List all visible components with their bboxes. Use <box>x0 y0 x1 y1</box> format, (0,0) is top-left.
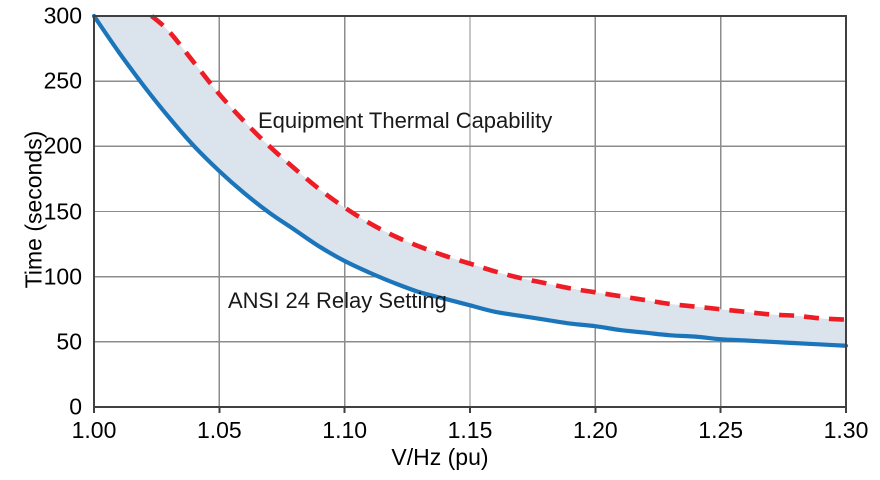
x-axis-tick-label: 1.05 <box>196 417 242 443</box>
equipment-thermal-capability-curve <box>150 14 847 322</box>
y-axis-tick-label: 300 <box>43 2 82 29</box>
x-axis-tick-label: 1.30 <box>823 417 869 443</box>
x-axis-title: V/Hz (pu) <box>391 444 489 470</box>
relay-setting-label: ANSI 24 Relay Setting <box>228 288 447 313</box>
y-axis-tick-label: 250 <box>43 67 82 94</box>
y-axis-tick-label: 150 <box>43 198 82 224</box>
margin-band-fill <box>94 16 846 346</box>
y-axis-tick-label: 200 <box>43 132 82 159</box>
x-axis-tick-label: 1.00 <box>71 417 117 443</box>
y-axis-title: Time (seconds) <box>20 130 47 289</box>
thermal-capability-label: Equipment Thermal Capability <box>258 108 553 133</box>
y-axis-tick-label: 100 <box>43 263 82 290</box>
x-axis-tick-marks <box>93 407 847 413</box>
x-axis-tick-label: 1.25 <box>698 417 744 443</box>
ansi-24-relay-setting-curve <box>91 13 849 348</box>
y-axis-tick-label: 0 <box>69 393 82 420</box>
x-axis-tick-label: 1.15 <box>447 417 493 443</box>
y-axis-tick-label: 50 <box>56 328 82 355</box>
vertical-gridlines <box>218 16 722 407</box>
x-axis-tick-label: 1.10 <box>322 417 368 443</box>
x-axis-tick-label: 1.20 <box>572 417 618 443</box>
